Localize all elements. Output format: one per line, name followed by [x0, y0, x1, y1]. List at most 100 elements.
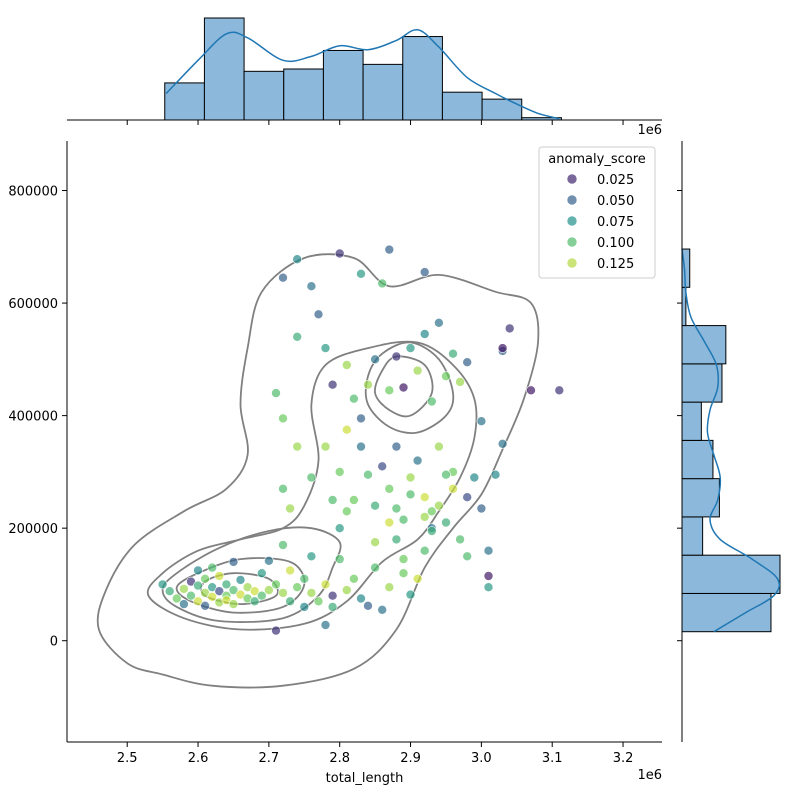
scatter-point: [412, 573, 423, 584]
scatter-point: [370, 500, 380, 511]
scatter-point: [193, 580, 203, 591]
x-tick-label: 2.5: [117, 751, 138, 766]
scatter-point: [370, 354, 380, 365]
scatter-point: [285, 565, 295, 576]
top-histogram-bar: [243, 70, 285, 121]
scatter-point: [405, 489, 416, 500]
scatter-point: [526, 385, 536, 396]
scatter-point: [384, 385, 395, 396]
y-tick-label: 0: [50, 635, 58, 650]
right-histogram-bar: [681, 478, 720, 518]
legend-label: 0.100: [597, 236, 634, 251]
legend-label: 0.075: [597, 215, 634, 230]
x-tick-label: 2.6: [188, 751, 209, 766]
scatter-point: [327, 495, 338, 505]
scatter-point: [299, 573, 310, 584]
scatter-point: [441, 517, 451, 528]
right-histogram-bars: [681, 248, 781, 633]
scatter-point: [476, 503, 487, 514]
scatter-point: [363, 469, 373, 480]
scatter-point: [334, 523, 345, 534]
scatter-point: [320, 441, 331, 452]
scatter-point: [327, 590, 338, 601]
scatter-point: [356, 413, 366, 424]
scatter-point: [483, 571, 494, 581]
scatter-point: [320, 343, 331, 353]
y-tick-label: 400000: [8, 410, 58, 425]
scatter-point: [334, 467, 345, 477]
right-histogram-bar: [681, 516, 704, 556]
scatter-point: [320, 620, 331, 630]
scatter-point: [299, 602, 310, 612]
scatter-point: [221, 579, 232, 590]
top-histogram-bar: [402, 36, 443, 121]
x-tick-label: 3.2: [613, 751, 634, 766]
scatter-point: [341, 506, 352, 517]
scatter-point: [405, 472, 416, 483]
scatter-point: [377, 278, 388, 289]
scatter-point: [292, 331, 303, 342]
scatter-point: [349, 573, 359, 584]
kde-contour-6: [364, 341, 455, 434]
x-tick-label: 3.1: [542, 751, 563, 766]
scatter-point: [426, 506, 437, 517]
scatter-point: [313, 596, 324, 607]
x-axis-label: total_length: [326, 771, 404, 786]
right-histogram-ticks: [677, 190, 682, 642]
scatter-point: [405, 343, 416, 353]
scatter-point: [278, 588, 288, 598]
scatter-point: [441, 371, 451, 382]
scatter-point: [434, 441, 444, 452]
top-histogram-bar: [283, 68, 324, 121]
scatter-point: [228, 585, 239, 595]
scatter-point: [278, 272, 288, 283]
right-histogram-bar: [681, 401, 702, 441]
x-tick-label: 2.8: [329, 751, 350, 766]
scatter-point: [384, 517, 395, 528]
scatter-point: [469, 472, 480, 483]
scatter-point: [306, 472, 317, 483]
top-x-offset-label: 1e6: [637, 123, 662, 138]
scatter-point: [455, 377, 465, 387]
scatter-point: [193, 565, 203, 576]
scatter-point: [207, 591, 217, 602]
legend-marker: [566, 173, 578, 185]
scatter-point: [441, 469, 451, 480]
right-histogram-bar: [681, 554, 781, 594]
scatter-point: [306, 281, 317, 292]
main-y-ticks: 0 200000 400000 600000 800000: [8, 185, 67, 650]
scatter-point: [349, 495, 359, 505]
scatter-point: [172, 593, 182, 604]
scatter-point: [200, 600, 210, 611]
legend-entries: 0.025 0.050 0.075 0.100 0.125: [566, 173, 634, 272]
scatter-point: [292, 582, 303, 593]
scatter-point: [398, 554, 409, 564]
top-histogram-bar: [481, 98, 523, 121]
scatter-point: [483, 545, 494, 556]
scatter-point: [363, 379, 373, 390]
scatter-point: [320, 579, 331, 590]
scatter-point: [193, 596, 203, 607]
scatter-point: [341, 424, 352, 435]
scatter-point: [504, 323, 515, 334]
top-histogram-bar: [362, 63, 404, 121]
x-tick-label: 3.0: [471, 751, 492, 766]
scatter-point: [200, 573, 210, 584]
right-histogram-bar: [681, 325, 727, 365]
scatter-point: [448, 483, 458, 494]
scatter-point: [179, 599, 189, 609]
scatter-points: [157, 244, 565, 636]
scatter-point: [462, 551, 473, 562]
right-histogram: [677, 141, 781, 742]
scatter-point: [497, 343, 508, 353]
legend-label: 0.050: [597, 194, 634, 209]
kde-contour-2: [146, 340, 478, 631]
legend-label: 0.125: [597, 257, 634, 272]
scatter-point: [462, 357, 473, 368]
scatter-point: [256, 568, 267, 579]
y-tick-label: 800000: [8, 185, 58, 200]
scatter-point: [391, 351, 402, 362]
scatter-point: [327, 379, 338, 390]
scatter-point: [434, 500, 444, 511]
